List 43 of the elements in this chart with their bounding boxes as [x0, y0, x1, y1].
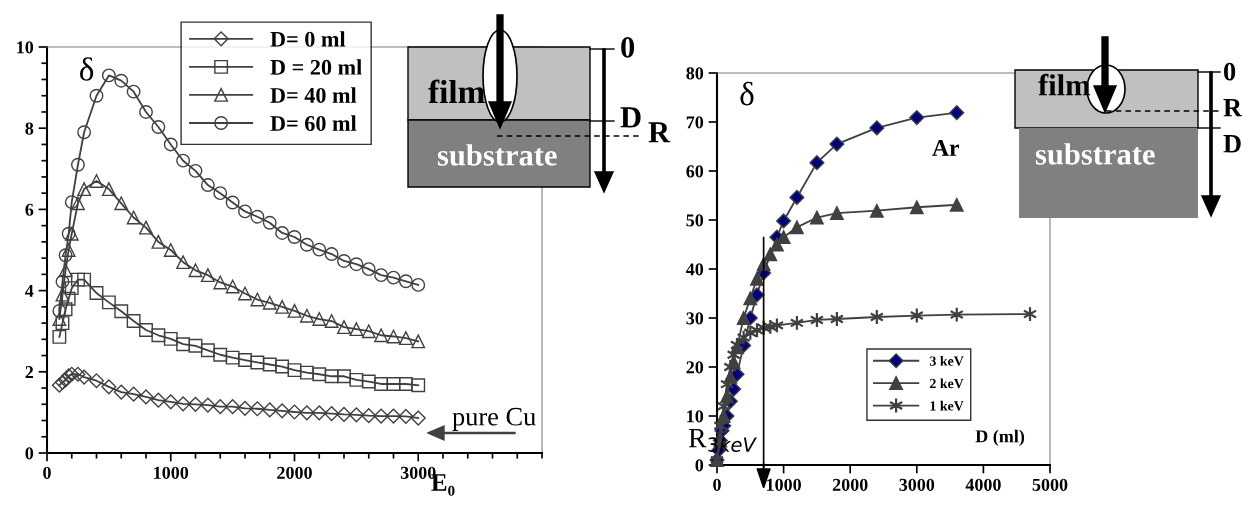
legend-label: 2 keV: [930, 378, 964, 389]
text: 0: [1224, 62, 1236, 81]
text: R: [1223, 99, 1242, 117]
x-tick-label: 4000: [965, 478, 1001, 491]
x-tick-label: 1000: [154, 466, 189, 479]
y-tick-label: 6: [25, 203, 34, 216]
y-tick-label: 30: [686, 312, 704, 325]
annotation: pure Cu: [452, 407, 536, 431]
y-tick-label: 40: [686, 263, 704, 276]
y-tick-label: 10: [17, 41, 34, 54]
y-tick-label: 80: [686, 67, 704, 80]
y-tick-label: 50: [686, 214, 704, 227]
y-tick-label: 60: [686, 165, 704, 178]
annotation: substrate: [437, 144, 557, 166]
x-tick-label: 2000: [277, 466, 312, 479]
x-tick-label: 1000: [766, 478, 801, 491]
x-tick-label: 0: [713, 478, 721, 491]
y-tick-label: 20: [686, 361, 704, 374]
text: R: [648, 122, 671, 143]
text: D: [1223, 135, 1241, 153]
annotation: Ar: [932, 140, 960, 156]
legend-label: D = 20 ml: [270, 59, 362, 75]
x-tick-label: 5000: [1032, 478, 1068, 491]
x-axis-title: D (ml): [975, 429, 1025, 447]
y-tick-label: 8: [25, 122, 34, 135]
y-tick-label: 2: [25, 366, 34, 379]
text: 0: [621, 37, 635, 58]
y-tick-label: 0: [25, 447, 34, 460]
legend-label: 3 keV: [929, 355, 964, 366]
x-tick-label: 2000: [832, 478, 868, 491]
annotation: substrate: [1035, 143, 1155, 165]
legend-label: D= 40 ml: [270, 87, 357, 103]
legend-label: D= 0 ml: [270, 31, 346, 47]
legend-label: 1 keV: [930, 400, 964, 411]
y-axis-title: δ: [80, 57, 94, 81]
y-tick-label: 10: [687, 410, 704, 423]
y-tick-label: 70: [686, 116, 704, 129]
y-tick-label: 4: [25, 284, 34, 297]
x-tick-label: 0: [43, 466, 51, 479]
legend-label: D= 60 ml: [270, 115, 357, 131]
text: D: [620, 107, 641, 128]
y-axis-title: δ: [740, 81, 754, 106]
x-tick-label: 3000: [899, 478, 935, 491]
